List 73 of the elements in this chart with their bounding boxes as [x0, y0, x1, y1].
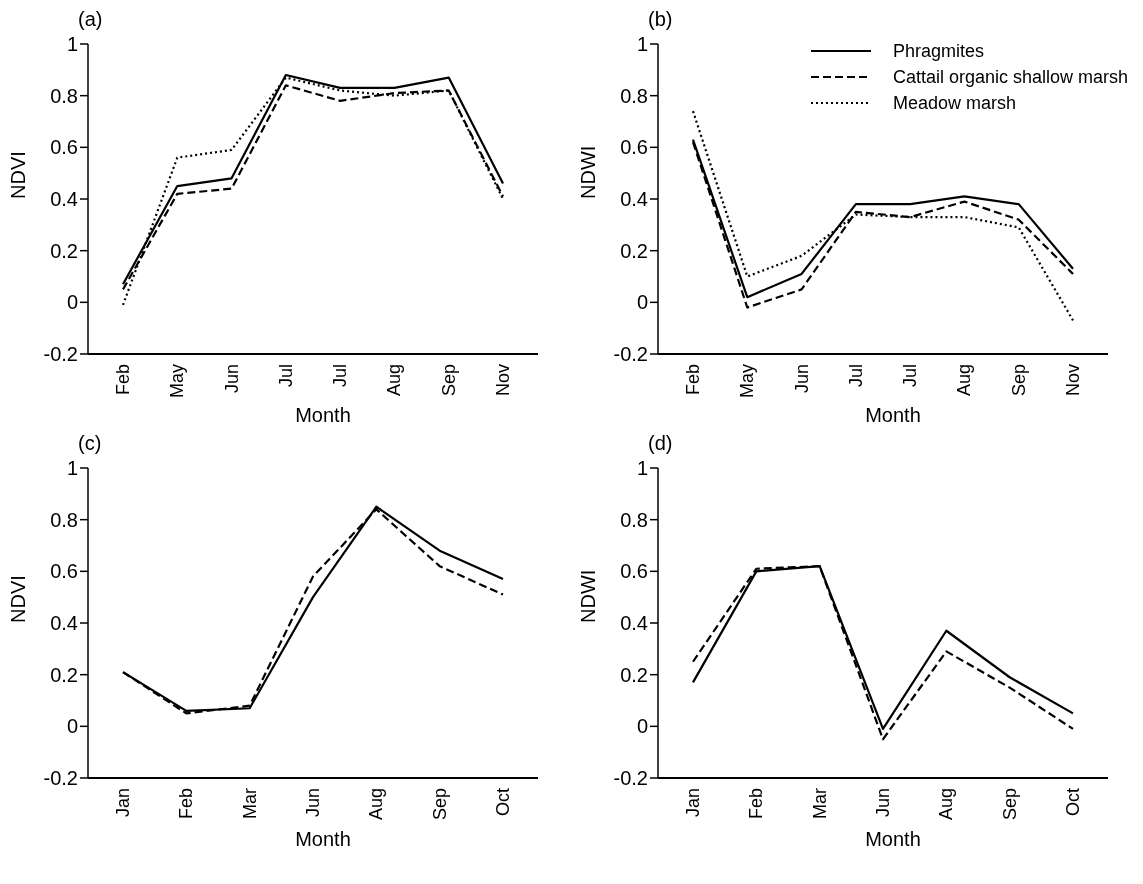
x-tick-label: May — [167, 364, 188, 399]
y-tick-label: 0 — [636, 291, 648, 314]
x-tick-label: Jan — [683, 788, 703, 818]
y-axis-title: NDVI — [7, 575, 30, 623]
x-tick-label: Jan — [113, 788, 133, 818]
y-tick-label: 0.8 — [50, 84, 78, 107]
y-tick-label: 0.2 — [50, 663, 78, 686]
x-axis-title: Month — [864, 404, 922, 428]
x-tick-label: Jun — [873, 788, 893, 818]
legend-label: Cattail organic shallow marsh — [892, 66, 1128, 88]
x-tick-label: Jul — [330, 364, 351, 388]
x-tick-label: Aug — [954, 364, 975, 397]
y-tick-label: 0.4 — [50, 188, 78, 211]
y-tick-label: 0 — [66, 715, 78, 738]
y-tick-label: 0.8 — [50, 508, 78, 531]
y-tick-label: 0.2 — [620, 239, 648, 262]
y-tick-label: -0.2 — [43, 767, 78, 790]
y-tick-label: -0.2 — [613, 343, 648, 366]
y-tick-label: 0.6 — [50, 560, 78, 583]
x-tick-label: Aug — [936, 788, 957, 821]
chart-title: (a) — [77, 8, 104, 32]
x-axis-title: Month — [294, 404, 352, 428]
x-tick-label: Jul — [275, 364, 296, 388]
x-tick-label: Jun — [221, 364, 242, 394]
y-tick-label: 0 — [66, 291, 78, 314]
chart-title: (d) — [647, 432, 674, 456]
y-tick-label: 0.4 — [620, 188, 648, 211]
x-tick-label: Nov — [493, 364, 513, 397]
x-tick-label: Sep — [999, 788, 1020, 821]
x-tick-label: Sep — [429, 788, 450, 821]
y-axis-title: NDWI — [577, 569, 600, 623]
y-tick-label: -0.2 — [43, 343, 78, 366]
x-tick-label: Oct — [1063, 788, 1083, 817]
legend-label: Meadow marsh — [892, 92, 1016, 114]
x-tick-label: Mar — [809, 788, 830, 819]
y-tick-label: 0.6 — [50, 136, 78, 159]
chart-title: (c) — [77, 432, 103, 456]
x-tick-label: Feb — [746, 788, 767, 820]
y-tick-label: 0.6 — [620, 136, 648, 159]
x-tick-label: Nov — [1063, 364, 1083, 397]
y-tick-label: 0.8 — [620, 84, 648, 107]
y-tick-label: 1 — [66, 457, 78, 480]
x-tick-label: Jul — [845, 364, 866, 388]
x-tick-label: Aug — [384, 364, 405, 397]
y-tick-label: -0.2 — [613, 767, 648, 790]
chart-title: (b) — [647, 8, 674, 32]
x-tick-label: Sep — [438, 364, 459, 397]
y-tick-label: 1 — [636, 457, 648, 480]
y-tick-label: 0 — [636, 715, 648, 738]
x-tick-label: Feb — [683, 364, 703, 396]
y-axis-title: NDWI — [577, 145, 600, 199]
y-tick-label: 0.2 — [620, 663, 648, 686]
y-axis-title: NDVI — [7, 151, 30, 199]
x-tick-label: Sep — [1008, 364, 1029, 397]
y-tick-label: 0.2 — [50, 239, 78, 262]
y-tick-label: 0.6 — [620, 560, 648, 583]
legend-label: Phragmites — [892, 40, 984, 62]
x-tick-label: Jul — [900, 364, 921, 388]
y-tick-label: 0.4 — [50, 612, 78, 635]
x-tick-label: Jun — [303, 788, 323, 818]
x-axis-title: Month — [294, 828, 352, 852]
x-tick-label: May — [737, 364, 758, 399]
x-tick-label: Feb — [113, 364, 133, 396]
x-tick-label: Oct — [493, 788, 513, 817]
x-tick-label: Feb — [176, 788, 197, 820]
y-tick-label: 1 — [66, 33, 78, 56]
x-tick-label: Aug — [366, 788, 387, 821]
x-tick-label: Mar — [239, 788, 260, 819]
y-tick-label: 0.8 — [620, 508, 648, 531]
y-tick-label: 0.4 — [620, 612, 648, 635]
x-tick-label: Jun — [791, 364, 812, 394]
y-tick-label: 1 — [636, 33, 648, 56]
x-axis-title: Month — [864, 828, 922, 852]
